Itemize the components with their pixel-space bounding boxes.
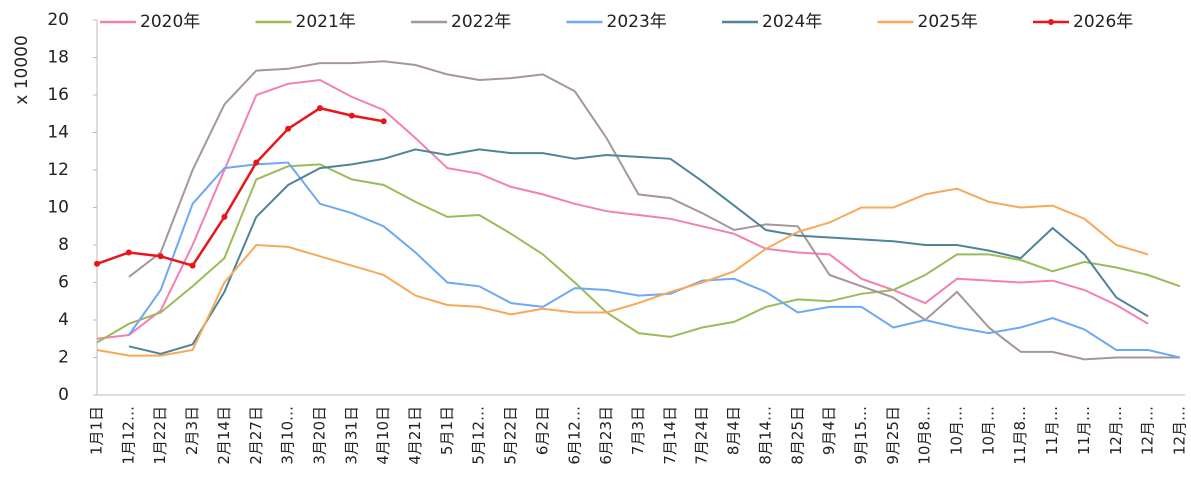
y-tick-label: 0	[58, 385, 69, 405]
y-tick-label: 6	[58, 273, 69, 293]
legend-bg	[564, 11, 715, 33]
x-tick-label: 6月2日	[533, 406, 551, 455]
series-marker	[221, 213, 228, 220]
x-tick-label: 7月3日	[629, 406, 647, 455]
series-line	[128, 148, 1149, 355]
series-marker	[189, 262, 196, 269]
x-tick-label: 10月8…	[916, 406, 934, 465]
legend-label: 2022年	[451, 12, 511, 32]
x-tick-label: 6月12…	[565, 406, 583, 465]
x-tick-label: 8月4日	[725, 406, 743, 455]
x-tick-label: 8月25日	[788, 406, 806, 465]
x-tick-label: 3月20日	[310, 406, 328, 465]
x-tick-label: 2月27日	[247, 406, 265, 465]
series-line	[128, 60, 1180, 361]
x-tick-label: 4月21日	[406, 406, 424, 465]
x-tick-label: 3月10…	[279, 406, 297, 465]
series-line	[96, 163, 1181, 344]
x-tick-label: 10月…	[979, 406, 997, 455]
legend-bg	[98, 11, 248, 33]
legend-marker	[1048, 19, 1054, 25]
legend-bg	[253, 11, 404, 33]
x-tick-label: 9月25日	[884, 406, 902, 465]
x-tick-label: 7月24日	[693, 406, 711, 465]
x-tick-label: 4月10日	[374, 406, 392, 465]
x-tick-label: 7月14日	[661, 406, 679, 465]
y-tick-label: 14	[47, 123, 69, 143]
legend-bg	[875, 11, 1026, 33]
x-tick-label: 9月15…	[852, 406, 870, 465]
series-marker	[348, 112, 355, 119]
legend-label: 2025年	[918, 12, 978, 32]
x-tick-label: 8月14…	[756, 406, 774, 465]
series-marker	[94, 260, 100, 267]
x-tick-label: 1月1日	[88, 406, 106, 455]
x-tick-label: 5月22日	[502, 406, 520, 465]
y-tick-label: 4	[58, 310, 69, 330]
x-tick-label: 12月…	[1139, 406, 1157, 455]
x-tick-label: 5月12…	[470, 406, 488, 465]
x-tick-label: 1月22日	[151, 406, 169, 465]
y-tick-label: 20	[47, 10, 69, 30]
series-marker	[125, 249, 132, 256]
x-tick-label: 11月8…	[1011, 406, 1029, 465]
legend-bg	[409, 11, 559, 33]
y-tick-label: 2	[58, 348, 69, 368]
x-tick-label: 12月…	[1171, 406, 1189, 455]
series-line	[96, 106, 384, 268]
x-tick-label: 5月1日	[438, 406, 456, 455]
legend-bg	[1031, 11, 1181, 33]
x-tick-label: 6月23日	[597, 406, 615, 465]
legend-label: 2026年	[1073, 12, 1133, 32]
series-line	[96, 187, 1149, 357]
legend-label: 2024年	[762, 12, 822, 32]
y-tick-label: 10	[47, 198, 69, 218]
legend-label: 2023年	[607, 12, 667, 32]
series-line	[96, 78, 1149, 340]
x-tick-label: 10月…	[948, 406, 966, 455]
series-marker	[380, 118, 387, 125]
x-tick-label: 2月14日	[215, 406, 233, 465]
x-tick-label: 3月31日	[342, 406, 360, 465]
legend-label: 2020年	[140, 12, 200, 32]
series-marker	[285, 125, 292, 132]
x-tick-label: 1月12…	[119, 406, 137, 465]
x-tick-label: 2月3日	[183, 406, 201, 455]
series-marker	[157, 253, 164, 260]
legend-label: 2021年	[296, 12, 356, 32]
series-marker	[316, 105, 323, 112]
y-tick-label: 18	[47, 48, 69, 68]
y-tick-label: 8	[58, 235, 69, 255]
x-tick-label: 11月…	[1043, 406, 1061, 455]
x-tick-label: 11月…	[1075, 406, 1093, 455]
x-tick-label: 12月…	[1107, 406, 1125, 455]
series-line	[128, 161, 1181, 359]
series-marker	[253, 159, 260, 166]
x-tick-label: 9月4日	[820, 406, 838, 455]
y-axis-label: x 10000	[12, 35, 32, 105]
y-tick-label: 12	[47, 160, 69, 180]
legend-bg	[720, 11, 870, 33]
y-tick-label: 16	[47, 85, 69, 105]
